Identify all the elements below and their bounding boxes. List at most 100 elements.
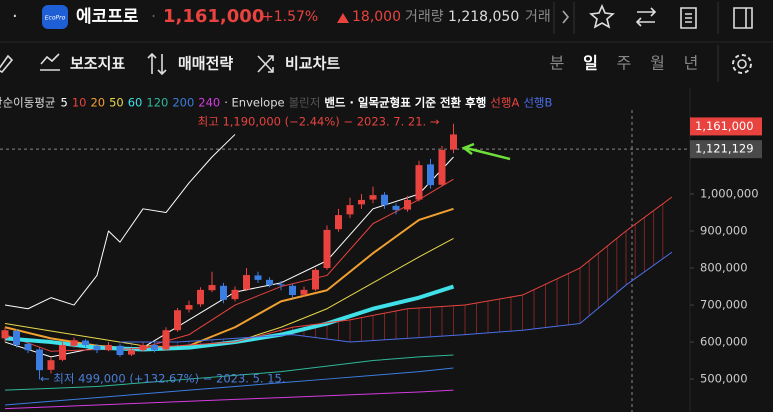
candle-body — [335, 215, 342, 230]
separator: · — [12, 6, 18, 27]
candle-body — [59, 345, 66, 360]
up-arrow — [337, 13, 349, 23]
price-label-box — [690, 140, 762, 159]
legend-item: 선행B — [523, 96, 552, 110]
price-label: 1,121,129 — [695, 142, 754, 156]
indicator-line — [119, 196, 673, 350]
stock-name: 에코프로 — [76, 7, 139, 27]
candle-body — [116, 345, 124, 356]
candle-body — [208, 285, 216, 291]
candle-body — [300, 289, 308, 295]
candle-body — [47, 360, 55, 370]
candle-body — [243, 275, 250, 290]
candle-body — [438, 149, 446, 185]
legend-item: · Envelope — [224, 96, 284, 110]
period-tab[interactable]: 일 — [583, 54, 598, 73]
candle-body — [404, 199, 411, 210]
candle-body — [36, 349, 43, 371]
indicator-line — [4, 207, 454, 351]
candle-body — [289, 285, 296, 296]
compare-icon — [257, 55, 274, 73]
toolbar-button[interactable]: 보조지표 — [70, 55, 125, 73]
settings-button[interactable] — [737, 59, 747, 69]
candle-body — [151, 345, 158, 351]
stock-header: · EcoPro 에코프로 · 1,161,000 +1.57% 18,000 … — [12, 5, 551, 29]
candle-body — [128, 350, 135, 355]
trading-value-label: 거래 — [525, 9, 551, 25]
candle-body — [381, 194, 388, 206]
candle-body — [139, 345, 147, 351]
legend-item: 120 — [146, 96, 168, 110]
candle-body — [162, 330, 170, 350]
price: 1,161,000 — [163, 6, 264, 27]
separator: · — [392, 9, 396, 25]
price-label: 1,161,000 — [695, 119, 754, 133]
period-tab[interactable]: 월 — [650, 54, 665, 73]
toolbar-button[interactable]: 비교차트 — [285, 55, 340, 73]
draw-button[interactable] — [0, 54, 14, 73]
candle-body — [323, 229, 331, 269]
y-tick-label: 1,000,000 — [700, 187, 759, 201]
indicator-line — [4, 178, 454, 352]
more-button[interactable] — [562, 10, 570, 24]
candle-body — [1, 330, 9, 339]
candle-body — [415, 165, 423, 200]
legend-item: 50 — [109, 96, 124, 110]
price-label-box — [690, 117, 762, 136]
legend-item: 기준 전환 후행 — [415, 96, 487, 110]
y-tick-label: 600,000 — [700, 335, 748, 349]
candle-body — [174, 310, 181, 331]
change-pct: +1.57% — [262, 9, 318, 25]
indicator-line — [4, 367, 454, 406]
indicator-line — [4, 389, 454, 410]
candle-body — [24, 343, 32, 351]
candle-body — [266, 279, 273, 286]
y-tick-label: 500,000 — [700, 372, 748, 386]
period-tab[interactable]: 년 — [684, 54, 699, 73]
candle-body — [197, 289, 204, 305]
legend-item: 5 — [60, 96, 67, 110]
legend-item: 단순이동평균 — [0, 96, 55, 110]
strategy-icon — [147, 52, 167, 76]
candle-body — [450, 134, 457, 150]
legend-item: 200 — [172, 96, 194, 110]
favorite-button[interactable] — [589, 3, 615, 29]
indicator-line — [4, 354, 454, 391]
candle-body — [358, 199, 365, 205]
volume-label: 거래량 — [405, 9, 444, 25]
logo-text: EcoPro — [45, 15, 66, 22]
separator: · — [151, 7, 156, 26]
compare-button[interactable] — [635, 7, 657, 27]
legend-item: 볼린저 — [289, 96, 321, 110]
candle-body — [82, 340, 89, 346]
memo-button[interactable] — [680, 7, 697, 29]
candle-body — [93, 345, 101, 351]
candle-body — [254, 275, 262, 280]
candle-body — [277, 284, 285, 286]
volume: 1,218,050 — [448, 9, 519, 25]
header-actions — [553, 2, 753, 34]
legend-item: 60 — [128, 96, 143, 110]
price-axis: 500,000 600,000 700,000 800,000 900,000 1,000… — [689, 88, 762, 412]
y-tick-label: 700,000 — [700, 298, 748, 312]
candle-body — [427, 164, 434, 186]
candle-body — [220, 285, 227, 300]
y-tick-label: 800,000 — [700, 261, 748, 275]
period-tab[interactable]: 분 — [550, 54, 565, 73]
indicator-line — [4, 134, 236, 310]
candle-body — [346, 205, 354, 215]
panel-button[interactable] — [733, 7, 753, 29]
candle-body — [312, 269, 319, 290]
period-tab[interactable]: 주 — [617, 54, 632, 73]
y-tick-label: 900,000 — [700, 224, 748, 238]
toolbar-button[interactable]: 매매전략 — [178, 55, 233, 73]
candle-body — [105, 345, 112, 351]
indicator-line — [120, 251, 673, 343]
candle-body — [392, 205, 400, 210]
pointer-arrow — [461, 142, 511, 161]
legend-item: 선행A — [490, 96, 519, 110]
change: 18,000 — [352, 9, 401, 25]
